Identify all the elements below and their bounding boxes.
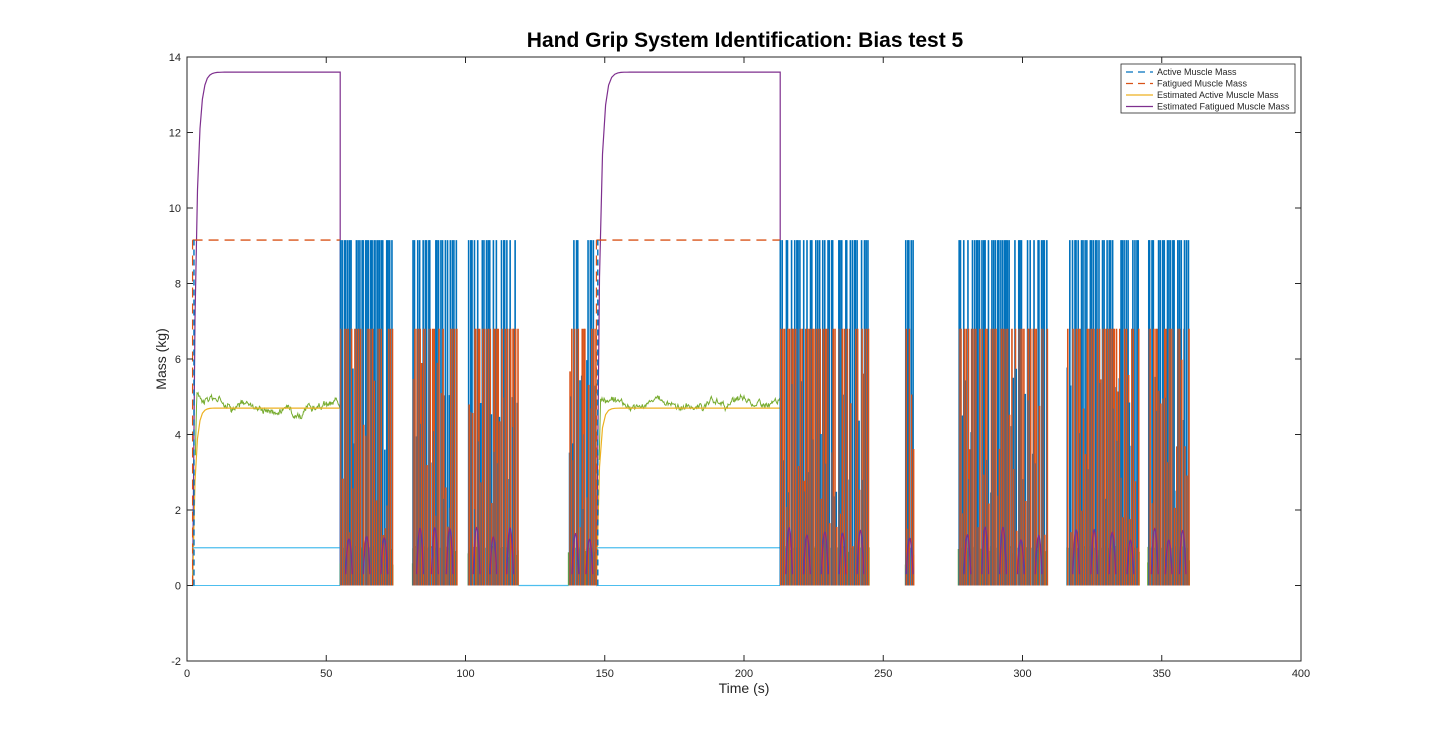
plot-area [191,71,1190,587]
estimated-fatigued-bump [571,533,580,575]
estimated-fatigued-bump [838,532,847,575]
legend-entry-label: Estimated Active Muscle Mass [1157,90,1279,100]
estimated-fatigued-bump [445,527,454,575]
estimated-fatigued-bump [1016,539,1025,575]
y-tick-label: 0 [175,581,181,593]
estimated-fatigued-bump [1150,527,1159,575]
x-tick-label: 0 [184,668,190,680]
estimated-fatigued-bump [963,534,972,575]
estimated-fatigued-bump [380,537,389,575]
x-tick-label: 300 [1013,668,1031,680]
estimated-fatigued-line [595,71,781,587]
estimated-fatigued-bump [802,534,811,575]
estimated-fatigued-bump [981,526,990,575]
burst-segment [567,240,597,586]
estimated-fatigued-bump [362,536,371,575]
estimated-fatigued-bump [585,538,594,575]
x-tick-label: 50 [320,668,332,680]
burst-segment [1066,240,1140,586]
y-tick-label: 8 [175,279,181,291]
estimated-active-line [595,407,781,587]
estimated-fatigued-bump [430,526,439,575]
estimated-fatigued-bump [1126,539,1135,575]
estimated-fatigued-line [192,71,341,587]
estimated-fatigued-bump [820,531,829,575]
burst-segment [411,240,458,586]
estimated-fatigued-bump [1034,535,1043,575]
burst-segment [957,240,1049,586]
y-tick-label: 6 [175,354,181,366]
chart-title: Hand Grip System Identification: Bias te… [527,29,964,52]
estimated-fatigued-bump [1072,529,1081,575]
estimated-fatigued-bump [1090,528,1099,575]
estimated-fatigued-bump [472,526,481,575]
legend-entry-label: Fatigued Muscle Mass [1157,79,1248,89]
estimated-active-line [192,407,341,587]
estimated-fatigued-bump [1108,531,1117,575]
estimated-fatigued-bump [1164,539,1173,575]
hold-segment [191,71,341,587]
x-tick-label: 200 [735,668,753,680]
y-tick-label: -2 [171,656,181,668]
y-tick-label: 12 [169,128,181,140]
legend-entry-label: Active Muscle Mass [1157,67,1237,77]
burst-segment [779,240,870,586]
burst-segment [904,240,915,586]
y-tick-label: 10 [169,203,181,215]
estimated-fatigued-bump [905,537,914,575]
x-tick-label: 400 [1292,668,1310,680]
estimated-fatigued-bump [856,529,865,575]
estimated-fatigued-bump [344,538,354,575]
y-tick-label: 2 [175,505,181,517]
burst-segment [339,240,394,586]
y-axis: -2 0 2 4 6 8 10 12 14 [169,52,1301,668]
estimated-fatigued-bump [998,526,1008,575]
y-tick-label: 4 [175,430,181,442]
x-axis-label: Time (s) [719,680,770,696]
estimated-fatigued-bump [785,526,794,575]
y-tick-label: 14 [169,52,181,64]
estimated-fatigued-bump [489,536,498,575]
x-tick-label: 100 [456,668,474,680]
x-tick-label: 150 [596,668,614,680]
burst-segment [467,240,519,586]
y-axis-label: Mass (kg) [153,328,169,389]
legend-entry-label: Estimated Fatigued Muscle Mass [1157,102,1290,112]
estimated-fatigued-bump [1178,530,1187,575]
x-tick-label: 350 [1153,668,1171,680]
x-axis: 0 50 100 150 200 250 300 350 400 [184,57,1310,680]
burst-segment [1147,240,1190,586]
x-tick-label: 250 [874,668,892,680]
estimated-fatigued-bump [415,527,425,575]
estimated-fatigued-bump [506,527,515,575]
